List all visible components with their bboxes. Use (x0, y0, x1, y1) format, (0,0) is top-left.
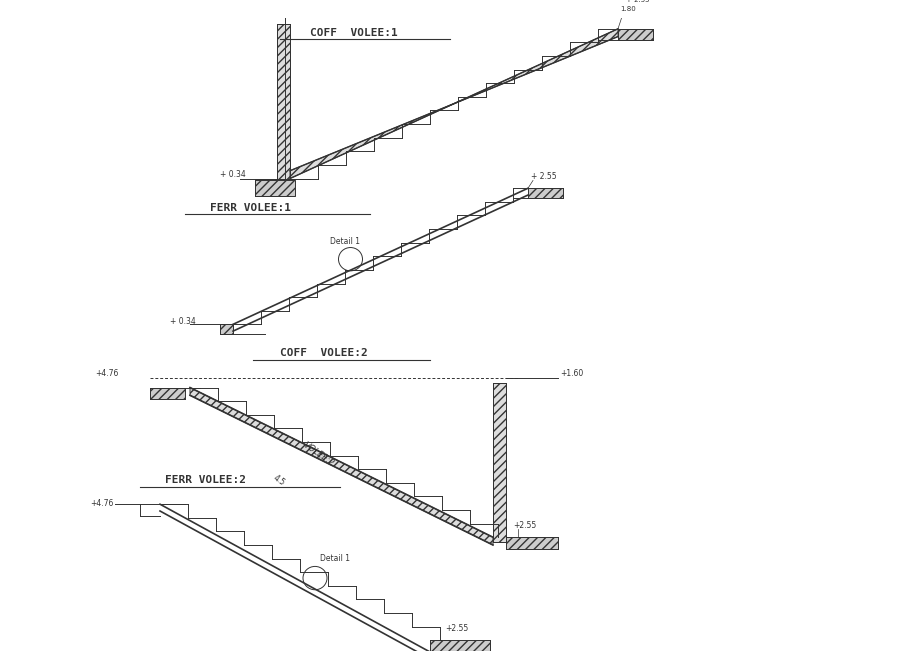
Text: FERR VOLEE:1: FERR VOLEE:1 (210, 202, 290, 213)
Text: Detail 1: Detail 1 (320, 553, 349, 562)
Text: COFF  VOLEE:2: COFF VOLEE:2 (279, 348, 368, 359)
Polygon shape (618, 29, 652, 40)
Text: +2.55: +2.55 (513, 521, 536, 529)
Text: 1.80: 1.80 (619, 7, 635, 12)
Polygon shape (429, 641, 490, 651)
Text: VOLEE:2: VOLEE:2 (301, 441, 335, 468)
Text: + 0.34: + 0.34 (170, 317, 196, 326)
Text: Detail 1: Detail 1 (330, 237, 360, 245)
Text: + 2.55: + 2.55 (625, 0, 649, 3)
Text: +4.76: +4.76 (90, 499, 113, 508)
Text: COFF  VOLEE:1: COFF VOLEE:1 (310, 27, 397, 38)
Polygon shape (493, 383, 505, 542)
Text: +2.55: +2.55 (445, 624, 468, 633)
Polygon shape (277, 24, 289, 178)
Polygon shape (220, 324, 233, 334)
Polygon shape (255, 180, 295, 196)
Polygon shape (190, 387, 493, 545)
Text: FERR VOLEE:2: FERR VOLEE:2 (165, 475, 245, 485)
Text: + 2.55: + 2.55 (530, 171, 556, 180)
Polygon shape (505, 537, 558, 549)
Text: +4.76: +4.76 (95, 369, 119, 378)
Text: 4.5: 4.5 (271, 473, 287, 488)
Polygon shape (289, 29, 618, 178)
Text: + 0.34: + 0.34 (220, 169, 245, 178)
Polygon shape (150, 387, 185, 399)
Text: +1.60: +1.60 (560, 369, 583, 378)
Polygon shape (528, 188, 562, 198)
